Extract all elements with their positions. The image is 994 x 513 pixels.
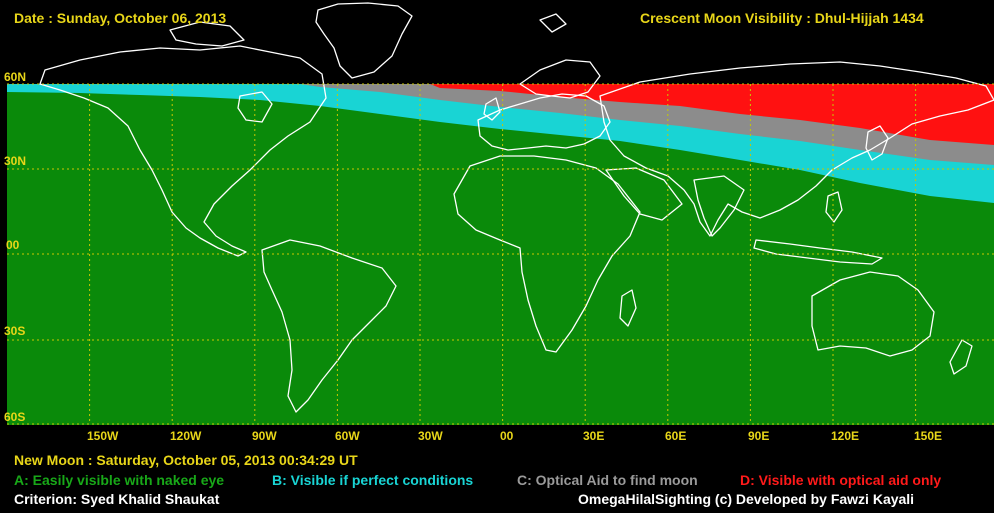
lat-label-00: 00 bbox=[6, 238, 20, 252]
new-zealand-outline bbox=[949, 339, 973, 375]
lon-label-150e: 150E bbox=[914, 429, 943, 443]
asia-outline bbox=[599, 61, 994, 237]
arabia-outline bbox=[605, 167, 683, 221]
lon-label-00: 00 bbox=[500, 429, 514, 443]
lon-label-120e: 120E bbox=[831, 429, 860, 443]
lat-label-30s: 30S bbox=[4, 324, 26, 338]
legend-a: A: Easily visible with naked eye bbox=[14, 472, 225, 488]
lon-label-30e: 30E bbox=[583, 429, 605, 443]
europe-outline bbox=[477, 93, 611, 151]
lat-label-60n: 60N bbox=[4, 70, 27, 84]
lat-label-60s: 60S bbox=[4, 410, 26, 424]
new-moon-label: New Moon : Saturday, October 05, 2013 00… bbox=[14, 452, 358, 468]
map-title: Crescent Moon Visibility : Dhul-Hijjah 1… bbox=[640, 10, 924, 26]
lat-label-30n: 30N bbox=[4, 154, 27, 168]
criterion-label: Criterion: Syed Khalid Shaukat bbox=[14, 491, 220, 507]
lat-lon-grid bbox=[7, 83, 994, 425]
north-america-outline bbox=[39, 45, 327, 257]
greenland-outline bbox=[315, 2, 413, 79]
arctic-islands-outline bbox=[169, 21, 245, 47]
legend-d: D: Visible with optical aid only bbox=[740, 472, 942, 488]
madagascar-outline bbox=[619, 289, 637, 327]
lon-label-60w: 60W bbox=[335, 429, 360, 443]
svalbard-outline bbox=[539, 13, 567, 33]
credit-label: OmegaHilalSighting (c) Developed by Fawz… bbox=[578, 491, 915, 507]
lon-label-150w: 150W bbox=[87, 429, 119, 443]
legend-b: B: Visible if perfect conditions bbox=[272, 472, 474, 488]
indonesia-outline bbox=[753, 239, 883, 265]
lon-label-60e: 60E bbox=[665, 429, 687, 443]
date-label: Date : Sunday, October 06, 2013 bbox=[14, 10, 227, 26]
hudson-bay-outline bbox=[237, 91, 273, 123]
lon-label-120w: 120W bbox=[170, 429, 202, 443]
legend-c: C: Optical Aid to find moon bbox=[517, 472, 698, 488]
philippines-outline bbox=[825, 191, 843, 223]
zone-d-region bbox=[430, 84, 994, 145]
africa-outline bbox=[453, 155, 641, 353]
lon-label-90w: 90W bbox=[252, 429, 277, 443]
japan-outline bbox=[865, 125, 889, 161]
south-america-outline bbox=[261, 239, 397, 413]
coastlines bbox=[39, 2, 994, 413]
india-outline bbox=[693, 175, 745, 237]
lon-label-90e: 90E bbox=[748, 429, 770, 443]
british-isles-outline bbox=[483, 97, 501, 121]
lon-label-30w: 30W bbox=[418, 429, 443, 443]
australia-outline bbox=[811, 271, 935, 357]
